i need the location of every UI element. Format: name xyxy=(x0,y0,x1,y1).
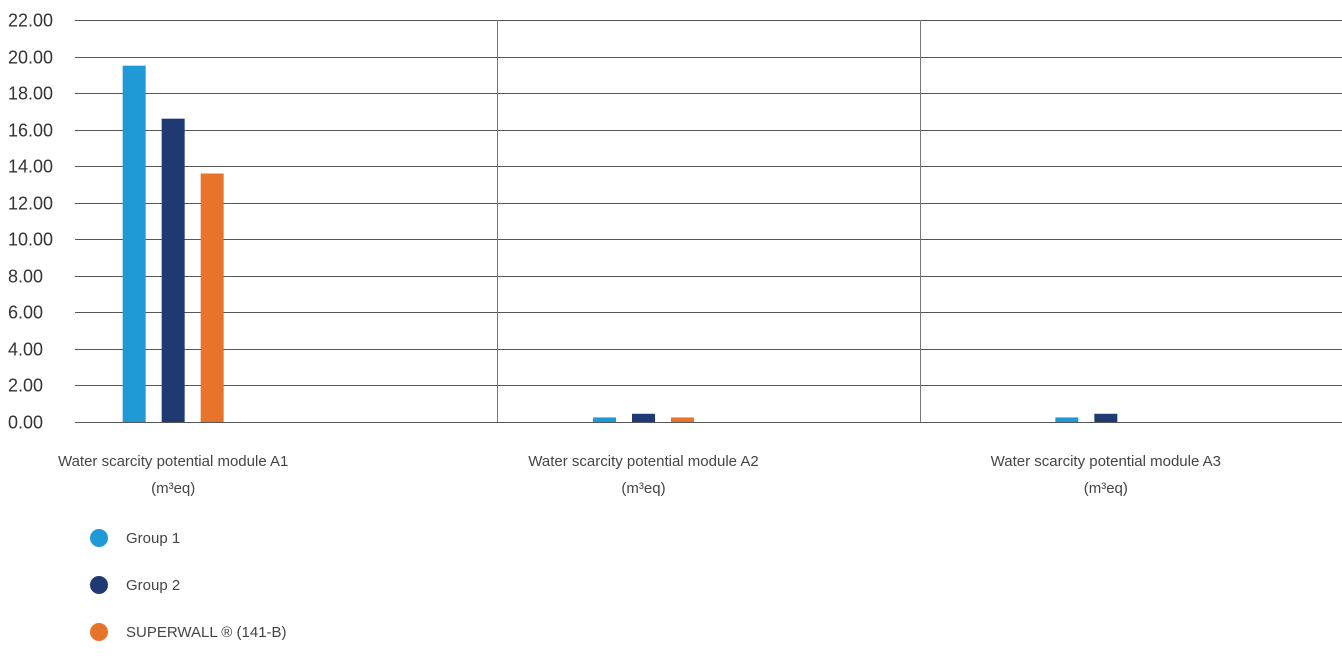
bar xyxy=(161,118,185,422)
x-tick-unit-label: (m³eq) xyxy=(1084,480,1128,497)
category-dividers xyxy=(497,20,921,422)
bar xyxy=(593,417,616,422)
x-tick-unit-label: (m³eq) xyxy=(621,480,665,497)
legend-item: Group 1 xyxy=(90,528,287,548)
bar xyxy=(1055,417,1079,422)
bar xyxy=(122,65,146,422)
y-axis-ticks: 0.00 2.00 4.00 6.00 8.00 10.00 12.00 14.00 16.00… xyxy=(8,11,53,433)
x-tick-unit-label: (m³eq) xyxy=(151,480,195,497)
bar xyxy=(200,173,224,422)
legend-swatch xyxy=(90,529,108,547)
x-tick-label: Water scarcity potential module A2 xyxy=(528,453,758,470)
bar-chart: 0.00 2.00 4.00 6.00 8.00 10.00 12.00 14.00 16.00… xyxy=(8,11,1342,497)
bars xyxy=(122,65,1118,422)
legend-item: Group 2 xyxy=(90,575,287,595)
x-tick-label: Water scarcity potential module A3 xyxy=(991,453,1221,470)
y-tick-label: 4.00 xyxy=(8,340,43,360)
y-tick-label: 0.00 xyxy=(8,413,43,433)
y-tick-label: 2.00 xyxy=(8,376,43,396)
legend-swatch xyxy=(90,576,108,594)
y-tick-label: 18.00 xyxy=(8,84,53,104)
legend: Group 1 Group 2 SUPERWALL ® (141-B) xyxy=(90,528,287,669)
bar xyxy=(632,413,655,422)
y-tick-label: 16.00 xyxy=(8,121,53,141)
bar xyxy=(1094,413,1118,422)
legend-label: Group 2 xyxy=(126,576,181,594)
y-tick-label: 6.00 xyxy=(8,303,43,323)
legend-label: Group 1 xyxy=(126,529,181,547)
legend-swatch xyxy=(90,623,108,641)
y-tick-label: 22.00 xyxy=(8,11,53,31)
gridlines xyxy=(75,20,1342,423)
y-tick-label: 10.00 xyxy=(8,230,53,250)
legend-label: SUPERWALL ® (141-B) xyxy=(126,623,287,641)
legend-item: SUPERWALL ® (141-B) xyxy=(90,622,287,642)
x-tick-label: Water scarcity potential module A1 xyxy=(58,453,288,470)
y-tick-label: 20.00 xyxy=(8,48,53,68)
bar xyxy=(671,417,694,422)
x-axis-labels: Water scarcity potential module A1 (m³eq)… xyxy=(58,453,1221,497)
y-tick-label: 14.00 xyxy=(8,157,53,177)
y-tick-label: 12.00 xyxy=(8,194,53,214)
y-tick-label: 8.00 xyxy=(8,267,43,287)
